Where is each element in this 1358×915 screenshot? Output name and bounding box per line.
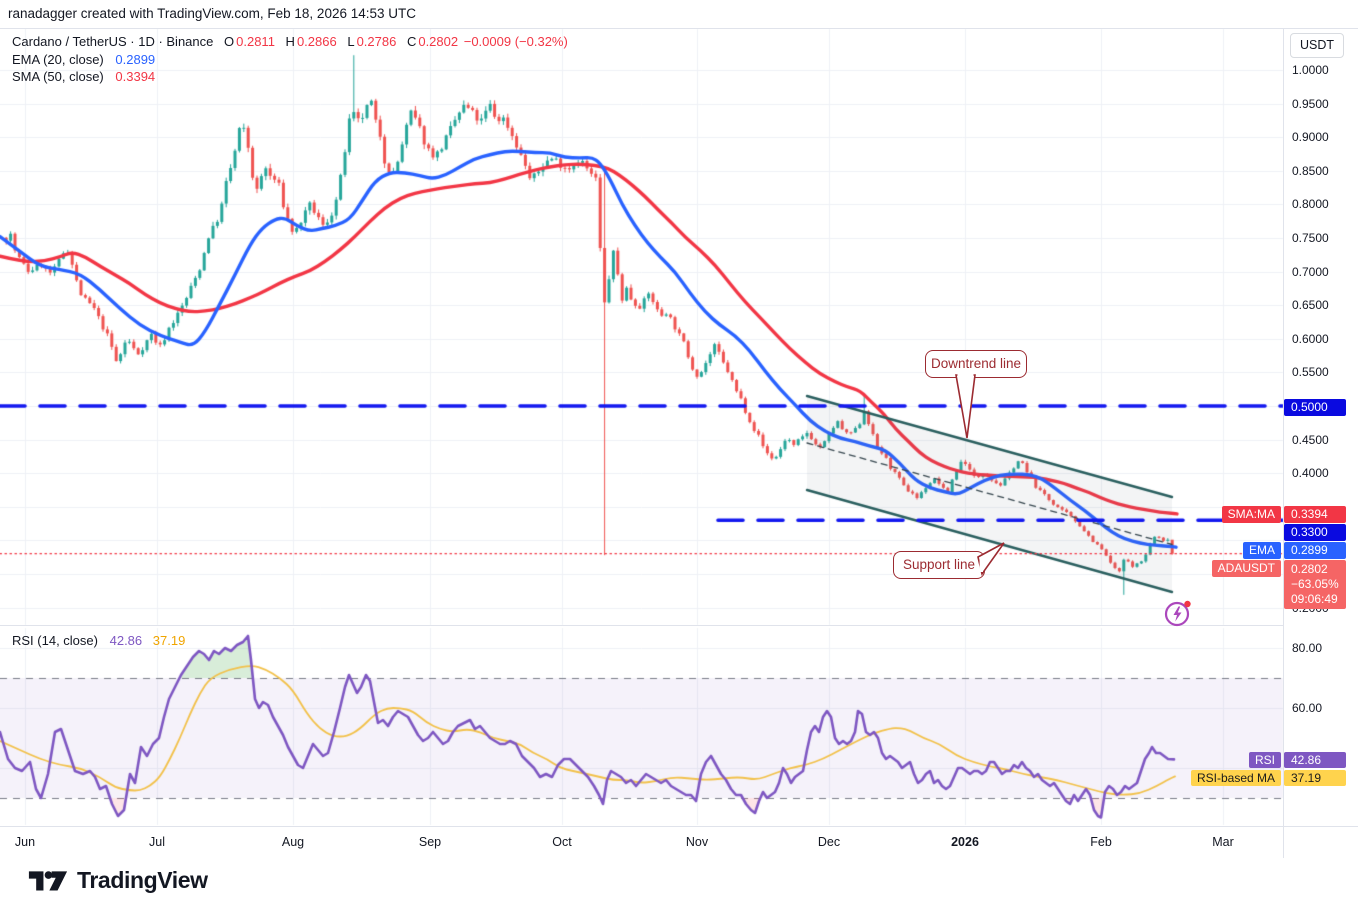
rsi-ma-value-badge: 37.19: [1284, 770, 1346, 786]
flash-circle: [1164, 601, 1190, 627]
symbol-series-tag[interactable]: ADAUSDT: [1211, 560, 1281, 577]
price-tick: 0.4500: [1292, 432, 1329, 447]
rsi-ma-value: 37.19: [152, 633, 186, 648]
ema-series-tag[interactable]: EMA: [1242, 542, 1281, 559]
price-tick: 0.5500: [1292, 365, 1329, 380]
rsi-value-badge: 42.86: [1284, 752, 1346, 768]
top-frame-line: [0, 28, 1358, 29]
ema-value: 0.2899: [115, 51, 156, 67]
time-tick: Dec: [817, 835, 841, 849]
price-axis-line: [1283, 28, 1284, 858]
price-pane-legend[interactable]: Cardano / TetherUS · 1D · Binance O 0.281…: [12, 33, 568, 86]
high-value: 0.2866: [296, 34, 337, 49]
time-tick: Sep: [418, 835, 442, 849]
last-price-countdown-badge: 0.2802 −63.05% 09:06:49: [1284, 560, 1346, 609]
time-tick: Jun: [14, 835, 36, 849]
time-tick: Feb: [1090, 835, 1112, 849]
time-axis-line: [0, 826, 1358, 827]
time-tick: Nov: [685, 835, 709, 849]
price-axis[interactable]: USDT 1.0000 0.9500 0.9000 0.8500 0.8000 0.750…: [1284, 29, 1358, 825]
last-price: 0.2802: [1291, 562, 1328, 576]
rsi-tick: 60.00: [1292, 701, 1323, 715]
sma-series-tag[interactable]: SMA:MA: [1221, 506, 1281, 523]
price-tick: 0.6000: [1292, 331, 1329, 346]
time-tick: Jul: [149, 835, 165, 849]
open-label: O: [224, 34, 235, 49]
price-tick: 0.7000: [1292, 264, 1329, 279]
currency-usdt-button[interactable]: USDT: [1290, 33, 1344, 58]
rsi-label[interactable]: RSI (14, close): [12, 633, 98, 648]
sma-price-badge: 0.3394: [1284, 506, 1346, 523]
tradingview-logo-text: TradingView: [77, 867, 208, 893]
support-level-badge: 0.3300: [1284, 524, 1346, 541]
ema-legend-row[interactable]: EMA (20, close) 0.2899: [12, 51, 568, 69]
ema-label[interactable]: EMA (20, close): [12, 51, 104, 67]
ema-price-badge: 0.2899: [1284, 542, 1346, 559]
bar-countdown: 09:06:49: [1291, 592, 1338, 606]
symbol-title[interactable]: Cardano / TetherUS · 1D · Binance: [12, 34, 214, 49]
flash-icon[interactable]: [1163, 598, 1193, 628]
resistance-level-badge: 0.5000: [1284, 399, 1346, 416]
low-label: L: [347, 34, 355, 49]
change-value: −0.0009 (−0.32%): [463, 34, 568, 49]
sma-label[interactable]: SMA (50, close): [12, 69, 104, 84]
change-percent: −63.05%: [1291, 577, 1339, 591]
rsi-value: 42.86: [109, 633, 143, 648]
rsi-tick: 80.00: [1292, 641, 1323, 655]
price-tick: 1.0000: [1292, 63, 1329, 77]
sma-legend-row[interactable]: SMA (50, close) 0.3394: [12, 68, 568, 86]
tradingview-logo[interactable]: TradingView: [28, 866, 208, 895]
time-tick: 2026: [951, 835, 979, 849]
price-tick: 0.8000: [1292, 197, 1329, 212]
rsi-pane-legend[interactable]: RSI (14, close) 42.86 37.19: [12, 633, 185, 648]
open-value: 0.2811: [236, 34, 275, 49]
rsi-series-tag[interactable]: RSI: [1248, 752, 1281, 768]
time-tick: Oct: [552, 835, 572, 849]
time-tick: Mar: [1212, 835, 1234, 849]
time-tick: Aug: [281, 835, 305, 849]
price-tick: 0.4000: [1292, 466, 1329, 481]
lightning-bolt-icon: [1173, 606, 1182, 622]
tradingview-logo-icon: [28, 871, 68, 891]
low-value: 0.2786: [356, 34, 397, 49]
close-value: 0.2802: [418, 34, 459, 49]
watermark: ranadagger created with TradingView.com,…: [8, 6, 416, 21]
symbol-legend-row[interactable]: Cardano / TetherUS · 1D · Binance O 0.281…: [12, 33, 568, 51]
price-tick: 0.6500: [1292, 298, 1329, 313]
price-tick: 0.7500: [1292, 231, 1329, 245]
pane-separator[interactable]: [0, 625, 1358, 626]
high-label: H: [285, 34, 295, 49]
support-line-callout[interactable]: Support line: [893, 551, 985, 579]
sma-value: 0.3394: [115, 69, 156, 84]
price-tick: 0.9000: [1292, 130, 1329, 145]
downtrend-line-callout[interactable]: Downtrend line: [925, 350, 1027, 378]
price-tick: 0.9500: [1292, 96, 1329, 111]
price-tick: 0.8500: [1292, 163, 1329, 178]
close-label: C: [406, 34, 417, 49]
rsi-ma-series-tag[interactable]: RSI-based MA: [1190, 770, 1281, 786]
notification-dot: [1184, 600, 1191, 608]
time-axis[interactable]: Jun Jul Aug Sep Oct Nov Dec 2026 Feb Mar: [0, 827, 1283, 858]
